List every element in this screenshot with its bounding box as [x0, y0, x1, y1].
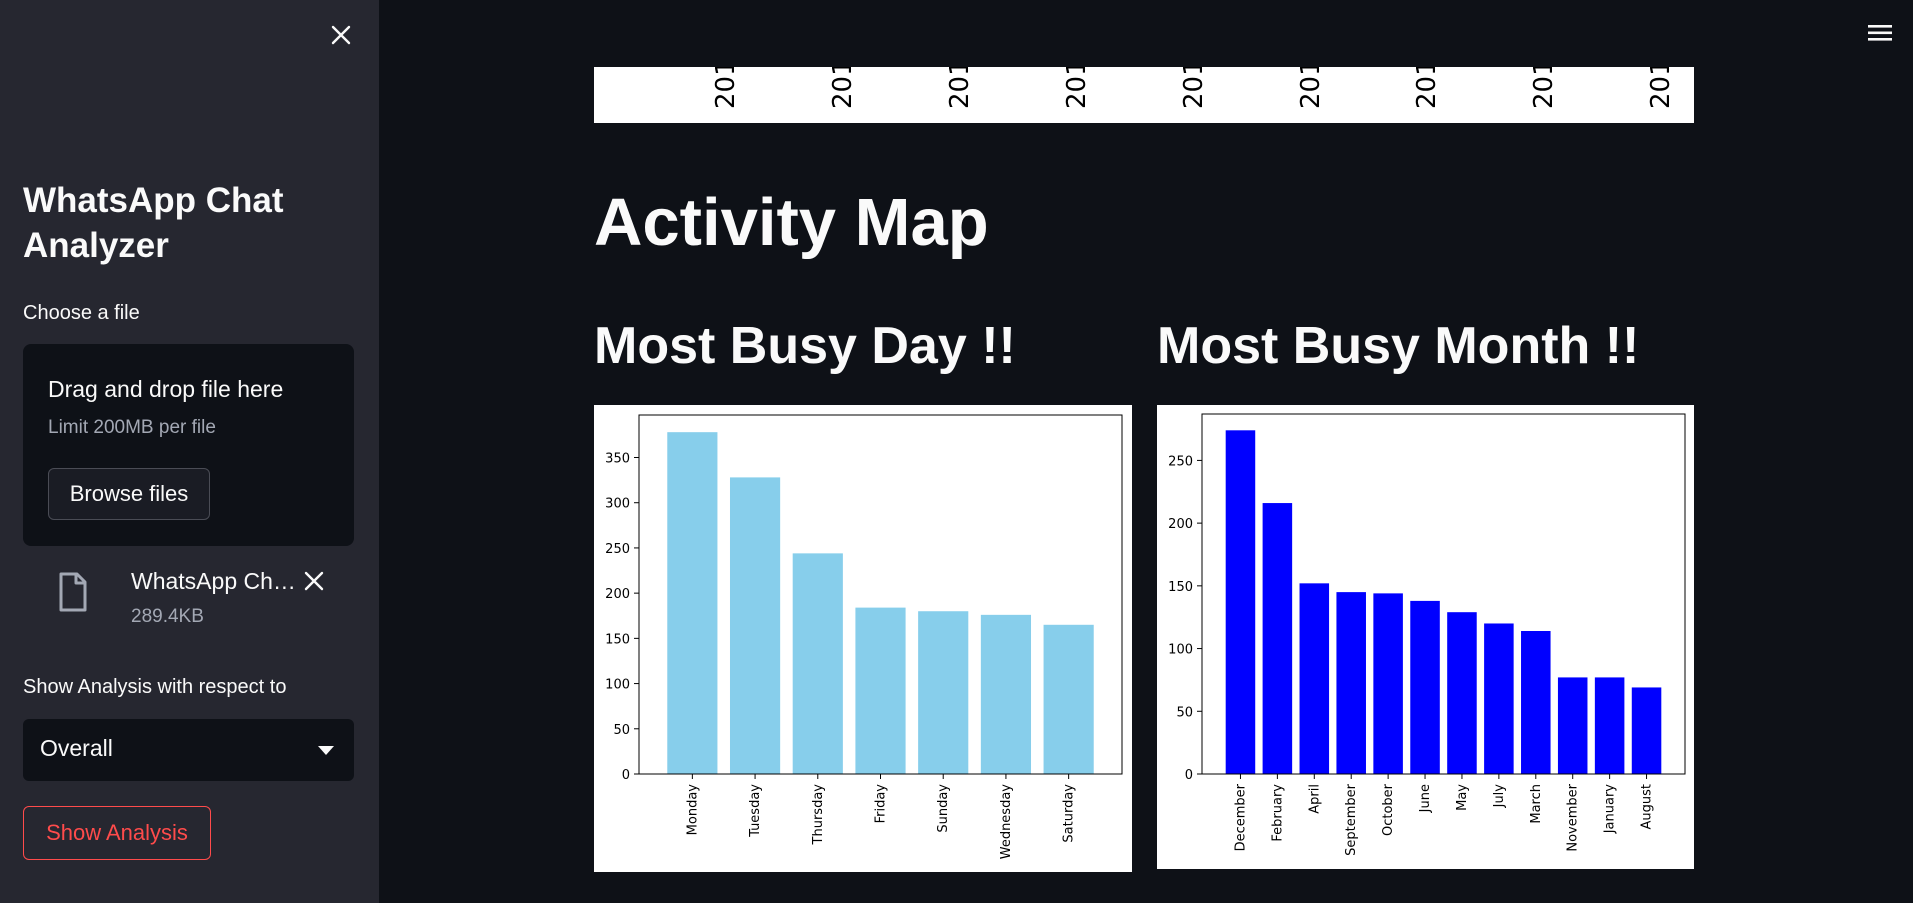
file-icon: [59, 572, 87, 612]
x-tick-label: Tuesday: [748, 784, 763, 838]
bar-november: [1557, 677, 1588, 774]
busy-month-title: Most Busy Month !!: [1157, 317, 1640, 375]
x-tick-label: December: [1233, 783, 1248, 851]
x-tick-label: Wednesday: [999, 784, 1014, 860]
analysis-select-label: Show Analysis with respect to: [23, 676, 287, 698]
x-tick-label: March: [1529, 784, 1544, 824]
plot-frame: [638, 414, 1123, 775]
busy-day-chart: Monday Tuesday Thursday Friday Sunday Wednesd…: [594, 405, 1132, 872]
y-tick-label: 0: [622, 768, 630, 783]
plot-frame: [1201, 413, 1686, 775]
timeline-tick-label: 201: [1179, 67, 1209, 109]
y-tick-label: 200: [1168, 517, 1193, 532]
uploaded-file: WhatsApp Ch… 289.4KB: [23, 560, 354, 630]
x-tick-label: Saturday: [1062, 784, 1077, 843]
y-tick-label: 50: [613, 723, 630, 738]
x-tick-label: Thursday: [811, 784, 826, 846]
remove-icon: [304, 571, 324, 591]
close-icon: [331, 25, 351, 45]
bar-october: [1373, 593, 1403, 774]
y-tick-label: 150: [605, 632, 630, 647]
x-tick-label: May: [1455, 784, 1470, 811]
bar-february: [1262, 503, 1293, 774]
x-tick-label: November: [1566, 783, 1581, 851]
page-title: Activity Map: [594, 185, 989, 260]
timeline-tick-label: 201: [1296, 67, 1326, 109]
file-uploader-label: Choose a file: [23, 302, 140, 324]
bar-december: [1225, 430, 1256, 774]
x-tick-label: April: [1307, 784, 1322, 814]
y-tick-label: 350: [605, 452, 630, 467]
close-sidebar-button[interactable]: [326, 20, 356, 50]
x-tick-label: Sunday: [936, 784, 951, 833]
bar-september: [1336, 592, 1366, 774]
y-tick-label: 150: [1168, 580, 1193, 595]
x-tick-label: January: [1603, 784, 1618, 835]
analysis-user-select[interactable]: Overall: [23, 719, 354, 781]
y-tick-label: 300: [605, 497, 630, 512]
app-title: WhatsApp Chat Analyzer: [23, 181, 284, 265]
bar-monday: [667, 432, 718, 774]
bar-sunday: [918, 611, 969, 774]
hamburger-menu-icon: [1868, 25, 1892, 41]
bar-friday: [855, 607, 906, 774]
file-dropzone[interactable]: Drag and drop file here Limit 200MB per …: [23, 344, 354, 546]
timeline-tick-label: 201: [1062, 67, 1092, 109]
x-tick-label: Monday: [685, 784, 700, 836]
x-tick-label: July: [1492, 784, 1507, 809]
bar-thursday: [792, 553, 843, 774]
y-tick-label: 250: [1168, 454, 1193, 469]
timeline-tick-label: 201: [1646, 67, 1676, 109]
bar-july: [1484, 623, 1514, 774]
busy-day-title: Most Busy Day !!: [594, 317, 1016, 375]
bar-june: [1410, 600, 1440, 774]
main-menu-button[interactable]: [1867, 22, 1895, 46]
sidebar: WhatsApp Chat Analyzer Choose a file Dra…: [0, 0, 379, 903]
bar-wednesday: [980, 614, 1032, 774]
timeline-tick-label: 201: [828, 67, 858, 109]
y-tick-label: 0: [1185, 768, 1193, 783]
uploaded-file-name: WhatsApp Ch…: [131, 568, 296, 594]
bar-january: [1594, 677, 1625, 774]
x-tick-label: October: [1381, 783, 1396, 836]
timeline-tick-label: 201: [945, 67, 975, 109]
timeline-tick-label: 201: [1412, 67, 1442, 109]
bar-march: [1521, 631, 1551, 774]
x-tick-label: February: [1270, 784, 1285, 842]
busy-day-chart-svg: Monday Tuesday Thursday Friday Sunday Wednesd…: [605, 414, 1123, 860]
selected-option: Overall: [40, 735, 113, 761]
x-tick-label: Friday: [874, 784, 889, 824]
browse-files-button[interactable]: Browse files: [48, 468, 210, 520]
x-tick-label: June: [1418, 784, 1433, 813]
bar-saturday: [1043, 624, 1094, 774]
busy-month-chart: December February April September October Jun…: [1157, 405, 1694, 869]
timeline-tick-label: 201: [711, 67, 741, 109]
bar-may: [1447, 612, 1477, 774]
x-tick-label: August: [1640, 784, 1655, 830]
show-analysis-button[interactable]: Show Analysis: [23, 806, 211, 860]
bar-april: [1299, 583, 1330, 774]
bar-tuesday: [729, 477, 781, 774]
y-tick-label: 100: [1168, 643, 1193, 658]
dropzone-limit: Limit 200MB per file: [48, 417, 216, 438]
uploaded-file-size: 289.4KB: [131, 606, 204, 627]
x-tick-label: September: [1344, 783, 1359, 856]
remove-file-button[interactable]: [300, 567, 328, 595]
y-tick-label: 50: [1176, 705, 1193, 720]
y-tick-label: 100: [605, 678, 630, 693]
busy-month-chart-svg: December February April September October Jun…: [1168, 413, 1686, 856]
chevron-down-icon: [318, 746, 334, 755]
timeline-tick-label: 201: [1529, 67, 1559, 109]
y-tick-label: 250: [605, 542, 630, 557]
y-tick-label: 200: [605, 587, 630, 602]
timeline-chart-fragment: 201 201 201 201 201 201 201 201 201: [594, 67, 1694, 123]
dropzone-title: Drag and drop file here: [48, 376, 284, 402]
bar-august: [1631, 687, 1662, 774]
